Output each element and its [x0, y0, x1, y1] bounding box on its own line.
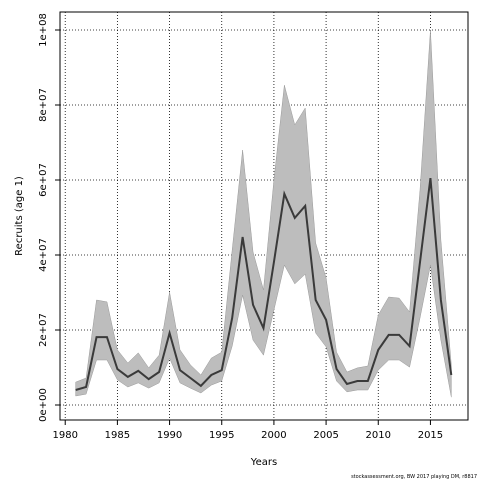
x-tick-label: 2005: [313, 430, 338, 441]
y-tick-label: 6e+07: [38, 163, 49, 197]
y-tick-label: 0e+00: [38, 388, 49, 422]
x-tick-label: 1990: [157, 430, 182, 441]
y-tick-label: 2e+07: [38, 313, 49, 347]
y-tick-label: 8e+07: [38, 88, 49, 122]
confidence-band: [75, 29, 452, 398]
y-tick-label: 4e+07: [38, 238, 49, 272]
x-tick-label: 1995: [209, 430, 234, 441]
plot-frame: [59, 11, 469, 421]
x-tick-label: 2010: [366, 430, 391, 441]
x-tick-label: 2015: [418, 430, 443, 441]
y-tick-label: 1e+08: [38, 13, 49, 47]
x-tick-label: 1985: [105, 430, 130, 441]
footnote: stockassessment.org, BW 2017 playing DM,…: [351, 474, 477, 480]
x-tick-label: 2000: [261, 430, 286, 441]
y-axis-label: Recruits (age 1): [14, 176, 25, 256]
line: [75, 178, 453, 391]
x-tick-label: 1980: [52, 430, 77, 441]
x-axis-label: Years: [250, 457, 277, 468]
